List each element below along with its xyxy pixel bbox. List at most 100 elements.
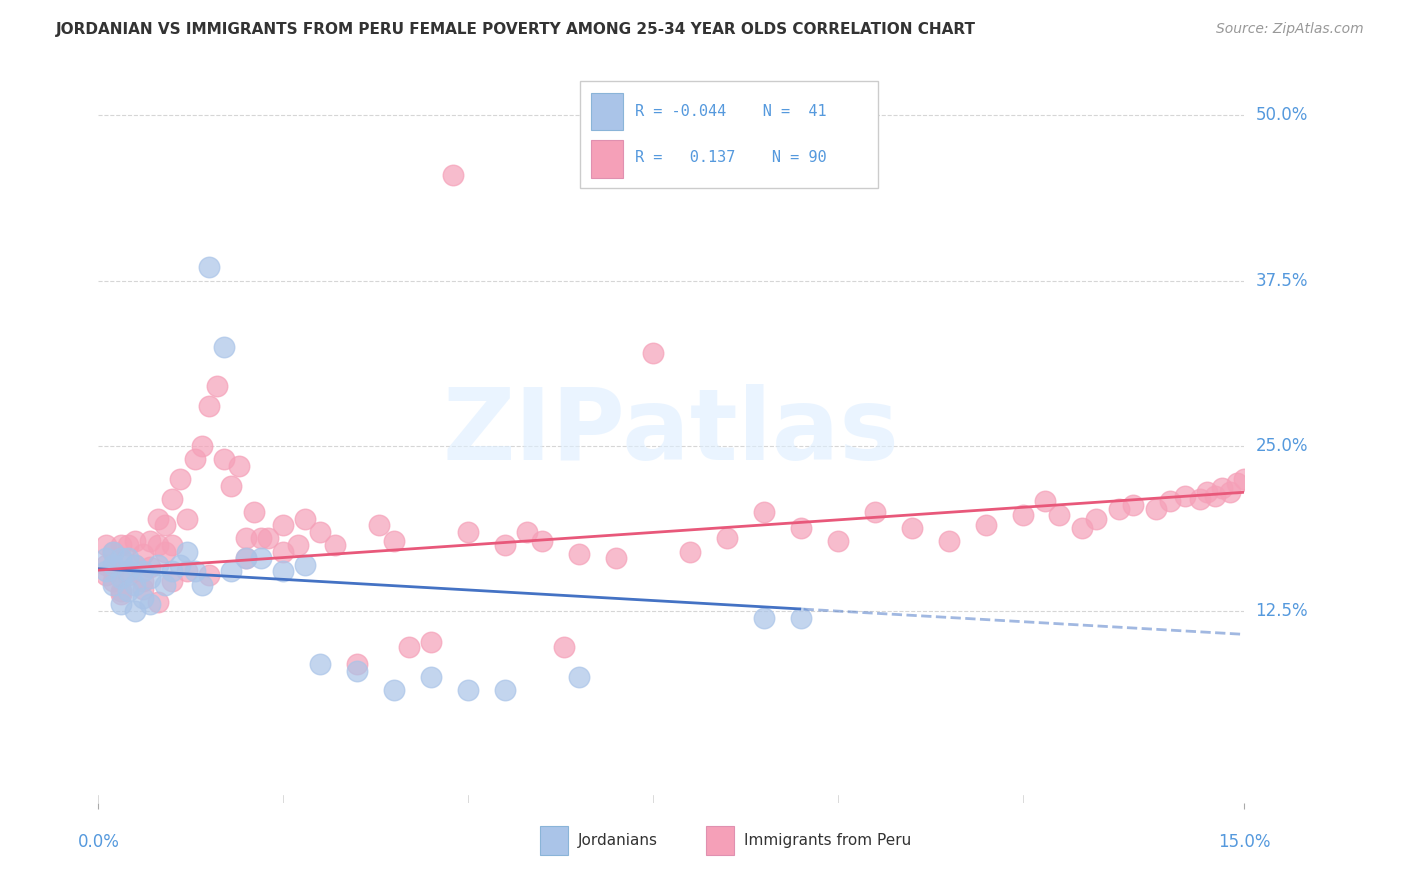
Point	[139, 598, 162, 612]
Point	[110, 584, 132, 599]
Point	[530, 534, 553, 549]
Point	[287, 538, 309, 552]
Text: R = -0.044    N =  41: R = -0.044 N = 41	[634, 104, 827, 119]
Text: Source: ZipAtlas.com: Source: ZipAtlas.com	[1216, 22, 1364, 37]
Point	[382, 534, 405, 549]
Point	[94, 538, 117, 552]
Point	[221, 565, 243, 579]
Point	[457, 524, 479, 539]
Text: 50.0%: 50.0%	[1256, 106, 1308, 124]
Point	[110, 538, 132, 552]
Point	[139, 571, 162, 585]
Point	[1070, 521, 1092, 535]
Point	[132, 591, 155, 605]
Point	[117, 565, 139, 579]
Point	[346, 657, 368, 671]
Point	[752, 505, 775, 519]
Point	[153, 518, 176, 533]
Point	[568, 547, 591, 561]
Point	[309, 524, 332, 539]
Point	[169, 472, 191, 486]
Point	[382, 683, 405, 698]
Bar	[591, 93, 623, 130]
Point	[1144, 502, 1167, 516]
Point	[1108, 502, 1130, 516]
Point	[294, 558, 316, 572]
Point	[1197, 485, 1219, 500]
Point	[250, 551, 273, 566]
Point	[146, 595, 169, 609]
Point	[124, 534, 146, 549]
Point	[110, 571, 132, 585]
Point	[162, 565, 184, 579]
Bar	[540, 827, 568, 855]
Point	[1011, 508, 1033, 522]
Point	[117, 584, 139, 599]
Point	[132, 574, 155, 588]
Bar	[591, 140, 623, 178]
Point	[368, 518, 391, 533]
Point	[752, 611, 775, 625]
Text: Jordanians: Jordanians	[578, 833, 658, 848]
Point	[139, 534, 162, 549]
Point	[641, 346, 664, 360]
Point	[494, 683, 516, 698]
Point	[117, 538, 139, 552]
Point	[441, 168, 464, 182]
Point	[124, 577, 146, 591]
Point	[103, 577, 125, 591]
Point	[235, 551, 257, 566]
Point	[1204, 489, 1226, 503]
Point	[271, 565, 294, 579]
Point	[605, 551, 627, 566]
Text: 0.0%: 0.0%	[77, 833, 120, 851]
Point	[132, 547, 155, 561]
Point	[294, 511, 316, 525]
Point	[132, 565, 155, 579]
Point	[146, 538, 169, 552]
Point	[398, 640, 420, 654]
Point	[94, 551, 117, 566]
Point	[346, 664, 368, 678]
Point	[110, 551, 132, 566]
Point	[1033, 494, 1056, 508]
Point	[162, 491, 184, 506]
Point	[146, 558, 169, 572]
Point	[94, 568, 117, 582]
Point	[827, 534, 849, 549]
Point	[323, 538, 346, 552]
Text: R =   0.137    N = 90: R = 0.137 N = 90	[634, 150, 827, 165]
Point	[494, 538, 516, 552]
Point	[191, 439, 214, 453]
Point	[457, 683, 479, 698]
Point	[420, 634, 443, 648]
Point	[103, 565, 125, 579]
Text: 15.0%: 15.0%	[1218, 833, 1271, 851]
Point	[117, 551, 139, 566]
Point	[271, 544, 294, 558]
Bar	[706, 827, 734, 855]
Point	[103, 544, 125, 558]
Point	[1188, 491, 1211, 506]
Text: JORDANIAN VS IMMIGRANTS FROM PERU FEMALE POVERTY AMONG 25-34 YEAR OLDS CORRELATI: JORDANIAN VS IMMIGRANTS FROM PERU FEMALE…	[56, 22, 976, 37]
Point	[198, 568, 221, 582]
Point	[568, 670, 591, 684]
Text: 37.5%: 37.5%	[1256, 271, 1308, 290]
Point	[110, 587, 132, 601]
Point	[309, 657, 332, 671]
Point	[250, 532, 273, 546]
Text: ZIPatlas: ZIPatlas	[443, 384, 900, 481]
Point	[176, 565, 198, 579]
Point	[103, 544, 125, 558]
Point	[205, 379, 228, 393]
Point	[235, 551, 257, 566]
Point	[94, 558, 117, 572]
Point	[974, 518, 997, 533]
Point	[132, 582, 155, 596]
Point	[257, 532, 280, 546]
Point	[1218, 485, 1240, 500]
Point	[183, 452, 205, 467]
Point	[124, 604, 146, 618]
Point	[271, 518, 294, 533]
Point	[1085, 511, 1108, 525]
